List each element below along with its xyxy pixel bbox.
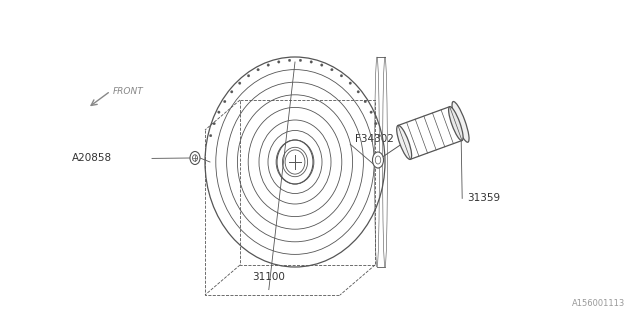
Ellipse shape (378, 134, 381, 137)
Ellipse shape (452, 101, 469, 142)
Ellipse shape (340, 75, 342, 77)
Ellipse shape (218, 111, 220, 113)
Ellipse shape (397, 125, 412, 159)
Ellipse shape (239, 82, 241, 84)
Ellipse shape (370, 111, 372, 113)
Ellipse shape (449, 107, 463, 140)
Ellipse shape (267, 64, 269, 66)
Text: F34302: F34302 (355, 134, 394, 144)
Ellipse shape (190, 151, 200, 164)
Ellipse shape (310, 61, 312, 63)
Ellipse shape (223, 100, 226, 103)
Ellipse shape (331, 68, 333, 71)
Ellipse shape (257, 68, 259, 71)
Text: 31359: 31359 (467, 193, 500, 204)
Ellipse shape (374, 122, 377, 125)
Ellipse shape (364, 100, 367, 103)
Ellipse shape (372, 152, 383, 168)
Ellipse shape (230, 91, 233, 93)
Ellipse shape (278, 61, 280, 63)
Ellipse shape (357, 91, 360, 93)
Ellipse shape (288, 59, 291, 61)
Ellipse shape (349, 82, 351, 84)
Text: A20858: A20858 (72, 153, 112, 164)
Ellipse shape (299, 59, 301, 61)
Text: 31100: 31100 (252, 272, 285, 282)
Ellipse shape (321, 64, 323, 66)
Text: FRONT: FRONT (113, 86, 143, 95)
Ellipse shape (213, 122, 216, 125)
Text: A156001113: A156001113 (572, 299, 625, 308)
Ellipse shape (247, 75, 250, 77)
Ellipse shape (209, 134, 212, 137)
